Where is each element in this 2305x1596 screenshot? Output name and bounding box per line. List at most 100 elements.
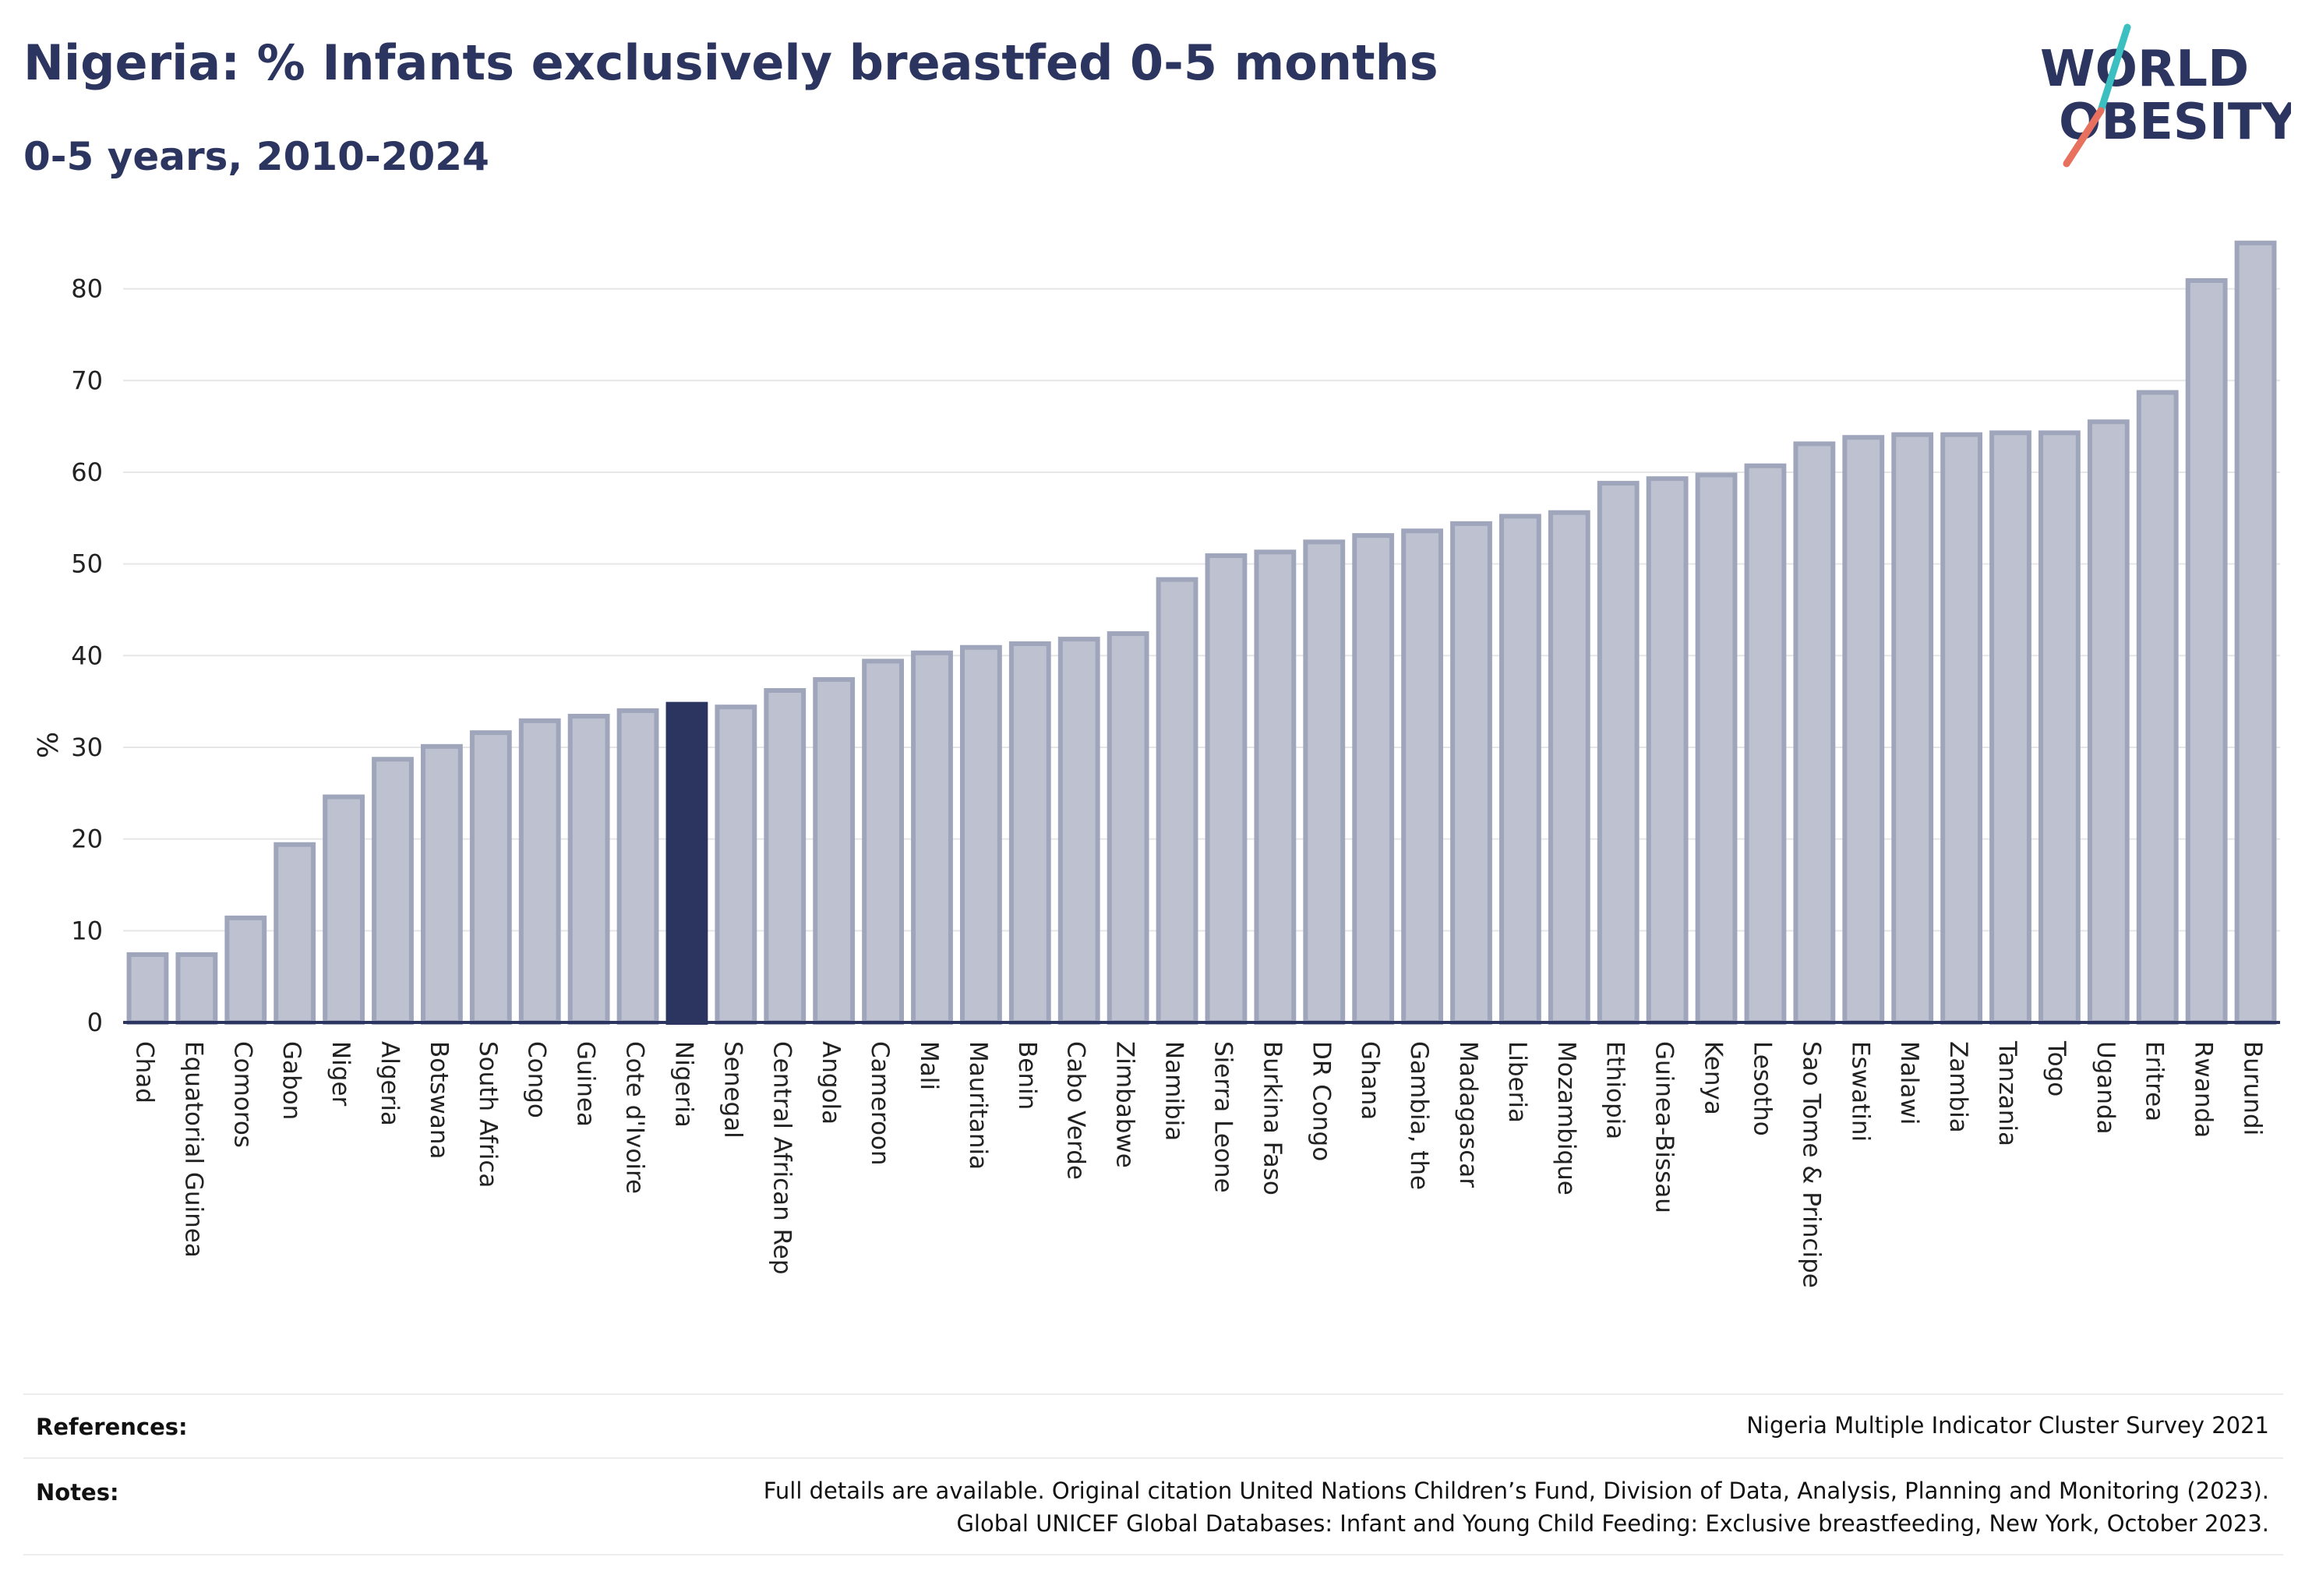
bar — [1107, 631, 1149, 1026]
logo-slash-coral — [2063, 107, 2105, 168]
x-tick-label: Gabon — [277, 1041, 305, 1120]
x-tick-label: Ghana — [1356, 1041, 1384, 1120]
x-tick-label: Cote d'Ivoire — [621, 1041, 649, 1194]
bar — [1057, 637, 1100, 1025]
bar — [2185, 278, 2228, 1025]
x-tick-label: Angola — [817, 1041, 845, 1125]
logo-line1: WORLD — [2040, 41, 2249, 98]
bar — [1352, 533, 1395, 1025]
x-tick-label: Zimbabwe — [1111, 1041, 1139, 1168]
bar — [715, 704, 757, 1025]
x-tick-label: Guinea-Bissau — [1650, 1041, 1678, 1213]
x-tick-label: Equatorial Guinea — [179, 1041, 207, 1258]
bar — [372, 757, 414, 1025]
x-tick-label: Algeria — [376, 1041, 404, 1126]
logo-line2: OBESITY — [2059, 94, 2291, 151]
bar-highlight — [665, 701, 708, 1025]
x-tick-label: Mozambique — [1552, 1041, 1580, 1195]
bar — [1695, 472, 1738, 1025]
notes-label: Notes: — [36, 1479, 119, 1506]
x-tick-label: Eritrea — [2141, 1041, 2169, 1121]
y-tick-label: 80 — [71, 274, 103, 304]
x-tick-label: Sao Tome & Principe — [1797, 1041, 1825, 1288]
x-tick-label: Cameroon — [866, 1041, 894, 1166]
bar — [1793, 441, 1836, 1025]
x-tick-label: Senegal — [718, 1041, 747, 1139]
y-tick-label: 70 — [71, 365, 103, 395]
x-tick-label: Botswana — [425, 1041, 453, 1160]
x-tick-label: Mali — [915, 1041, 943, 1090]
x-tick-label: Chad — [130, 1041, 158, 1103]
y-tick-label: 60 — [71, 457, 103, 487]
x-tick-label: Comoros — [228, 1041, 256, 1148]
x-tick-label: Central African Rep — [768, 1041, 796, 1275]
y-tick-label: 30 — [71, 733, 103, 762]
x-tick-label: Nigeria — [669, 1041, 697, 1128]
x-tick-label: Sierra Leone — [1209, 1041, 1237, 1193]
logo-slash-teal — [2097, 23, 2131, 115]
bar — [960, 644, 1002, 1025]
bar — [2087, 419, 2130, 1025]
y-tick-label: 20 — [71, 824, 103, 854]
bar — [175, 952, 218, 1025]
bar — [764, 688, 807, 1025]
bar — [224, 915, 267, 1026]
bar — [1401, 528, 1443, 1025]
x-tick-label: Zambia — [1944, 1041, 1972, 1133]
x-tick-label: Kenya — [1700, 1041, 1728, 1115]
bar — [567, 713, 610, 1026]
x-tick-label: Eswatini — [1846, 1041, 1874, 1142]
x-tick-label: Congo — [523, 1041, 551, 1118]
bar — [911, 650, 953, 1025]
y-tick-label: 40 — [71, 641, 103, 670]
bar — [1450, 521, 1492, 1025]
bar — [1254, 549, 1297, 1025]
bar — [2234, 240, 2277, 1025]
bar — [1205, 553, 1248, 1025]
y-tick-label: 50 — [71, 549, 103, 579]
bar — [1548, 510, 1590, 1025]
bar — [1008, 641, 1051, 1025]
x-tick-label: Burundi — [2239, 1041, 2267, 1135]
bar — [2038, 430, 2081, 1025]
bar — [2136, 390, 2179, 1026]
x-tick-label: Liberia — [1503, 1041, 1531, 1123]
bar — [862, 659, 904, 1025]
bar-chart: 0 10 20 30 40 50 60 70 80% Chad Equatorial Guinea C… — [30, 240, 2280, 1288]
x-tick-label: Malawi — [1895, 1041, 1923, 1125]
x-tick-label: Togo — [2042, 1040, 2070, 1096]
x-tick-label: Gambia, the — [1405, 1041, 1433, 1190]
footer-divider-bottom — [23, 1554, 2283, 1555]
x-tick-label: Burkina Faso — [1258, 1041, 1286, 1195]
footer-divider-top — [23, 1393, 2283, 1395]
notes-line-2: Global UNICEF Global Databases: Infant a… — [956, 1510, 2269, 1537]
bar — [1842, 435, 1885, 1025]
x-tick-label: Uganda — [2091, 1041, 2120, 1135]
bar — [323, 794, 365, 1025]
x-tick-label: Tanzania — [1993, 1040, 2021, 1146]
notes-line-1: Full details are available. Original cit… — [763, 1478, 2269, 1504]
bar — [469, 730, 512, 1026]
bar — [616, 708, 659, 1025]
bar — [274, 842, 316, 1026]
bar — [421, 743, 463, 1025]
bar — [1989, 430, 2031, 1025]
bar — [1646, 476, 1689, 1025]
bar — [1303, 539, 1346, 1025]
bar — [1744, 463, 1787, 1025]
bar — [813, 676, 856, 1025]
x-tick-label: Madagascar — [1454, 1041, 1482, 1188]
x-tick-label: Mauritania — [964, 1041, 992, 1170]
y-axis-label: % — [30, 732, 62, 758]
x-tick-label: Ethiopia — [1601, 1041, 1629, 1139]
x-tick-label: Cabo Verde — [1062, 1041, 1090, 1180]
y-tick-label: 0 — [87, 1008, 103, 1037]
x-tick-label: Benin — [1013, 1041, 1041, 1110]
bar — [1156, 577, 1198, 1025]
x-tick-label: Lesotho — [1748, 1041, 1776, 1136]
x-tick-label: Niger — [327, 1041, 355, 1107]
x-tick-label: DR Congo — [1307, 1041, 1335, 1161]
x-tick-label: Rwanda — [2190, 1041, 2218, 1138]
bar — [518, 718, 561, 1025]
x-tick-label: Guinea — [572, 1041, 600, 1127]
